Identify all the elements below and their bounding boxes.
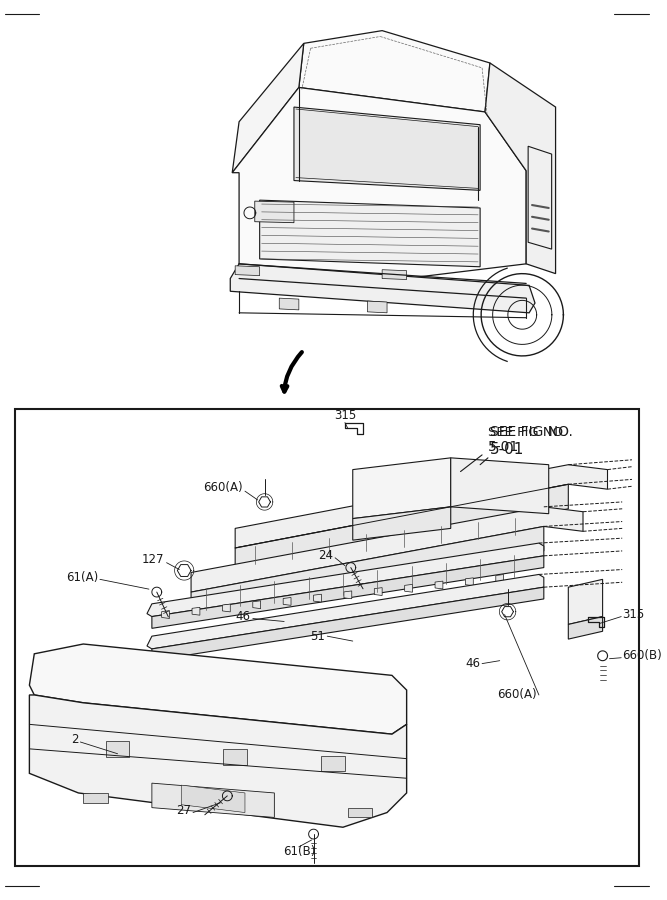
Polygon shape — [83, 793, 108, 803]
Polygon shape — [405, 584, 412, 592]
Polygon shape — [230, 264, 535, 313]
Polygon shape — [353, 507, 451, 540]
Text: 5-01: 5-01 — [490, 443, 524, 457]
Text: 660(B): 660(B) — [622, 649, 662, 662]
Polygon shape — [344, 591, 352, 599]
Polygon shape — [253, 601, 261, 608]
Text: 61(B): 61(B) — [283, 845, 315, 859]
Polygon shape — [496, 574, 504, 582]
Text: 46: 46 — [236, 610, 251, 623]
Polygon shape — [382, 270, 407, 280]
Polygon shape — [259, 200, 480, 266]
Text: 5-01: 5-01 — [488, 440, 519, 454]
Text: 61(A): 61(A) — [66, 571, 98, 584]
Text: 27: 27 — [176, 804, 191, 817]
Polygon shape — [235, 464, 608, 548]
Polygon shape — [568, 580, 602, 625]
Polygon shape — [279, 298, 299, 310]
Text: 2: 2 — [71, 733, 79, 745]
Polygon shape — [29, 644, 407, 734]
Polygon shape — [223, 749, 247, 764]
Polygon shape — [147, 574, 544, 649]
Text: 315: 315 — [622, 608, 644, 621]
Polygon shape — [568, 616, 602, 639]
Text: 660(A): 660(A) — [203, 481, 243, 494]
Polygon shape — [181, 785, 245, 813]
Text: 46: 46 — [465, 657, 480, 670]
Polygon shape — [485, 63, 556, 274]
Polygon shape — [29, 695, 407, 827]
Polygon shape — [191, 507, 583, 592]
Polygon shape — [222, 604, 230, 612]
Polygon shape — [161, 610, 169, 618]
Polygon shape — [235, 484, 568, 572]
Polygon shape — [451, 458, 549, 514]
Polygon shape — [294, 107, 480, 190]
Polygon shape — [255, 201, 294, 222]
Polygon shape — [283, 598, 291, 606]
Bar — [15, 409, 639, 867]
Polygon shape — [191, 526, 544, 617]
Text: 127: 127 — [142, 554, 165, 566]
Text: SEE FIG NO.: SEE FIG NO. — [488, 426, 567, 439]
Text: 24: 24 — [318, 549, 333, 562]
Polygon shape — [374, 588, 382, 596]
Polygon shape — [152, 783, 274, 817]
Polygon shape — [321, 756, 345, 771]
Polygon shape — [353, 458, 451, 518]
Polygon shape — [466, 578, 474, 586]
Text: SEE FIG NO.: SEE FIG NO. — [490, 426, 573, 439]
Polygon shape — [348, 807, 372, 817]
Polygon shape — [528, 146, 552, 249]
Polygon shape — [152, 587, 544, 661]
Polygon shape — [147, 543, 544, 616]
Polygon shape — [232, 87, 526, 293]
Polygon shape — [299, 31, 490, 112]
Polygon shape — [235, 266, 259, 275]
Polygon shape — [192, 608, 200, 616]
Polygon shape — [435, 581, 443, 589]
Polygon shape — [232, 43, 303, 173]
Polygon shape — [368, 302, 387, 313]
Polygon shape — [106, 741, 129, 757]
Text: 51: 51 — [310, 630, 325, 643]
Polygon shape — [152, 556, 544, 628]
Text: 660(A): 660(A) — [498, 688, 537, 701]
Text: 315: 315 — [334, 410, 356, 422]
Polygon shape — [313, 594, 321, 602]
